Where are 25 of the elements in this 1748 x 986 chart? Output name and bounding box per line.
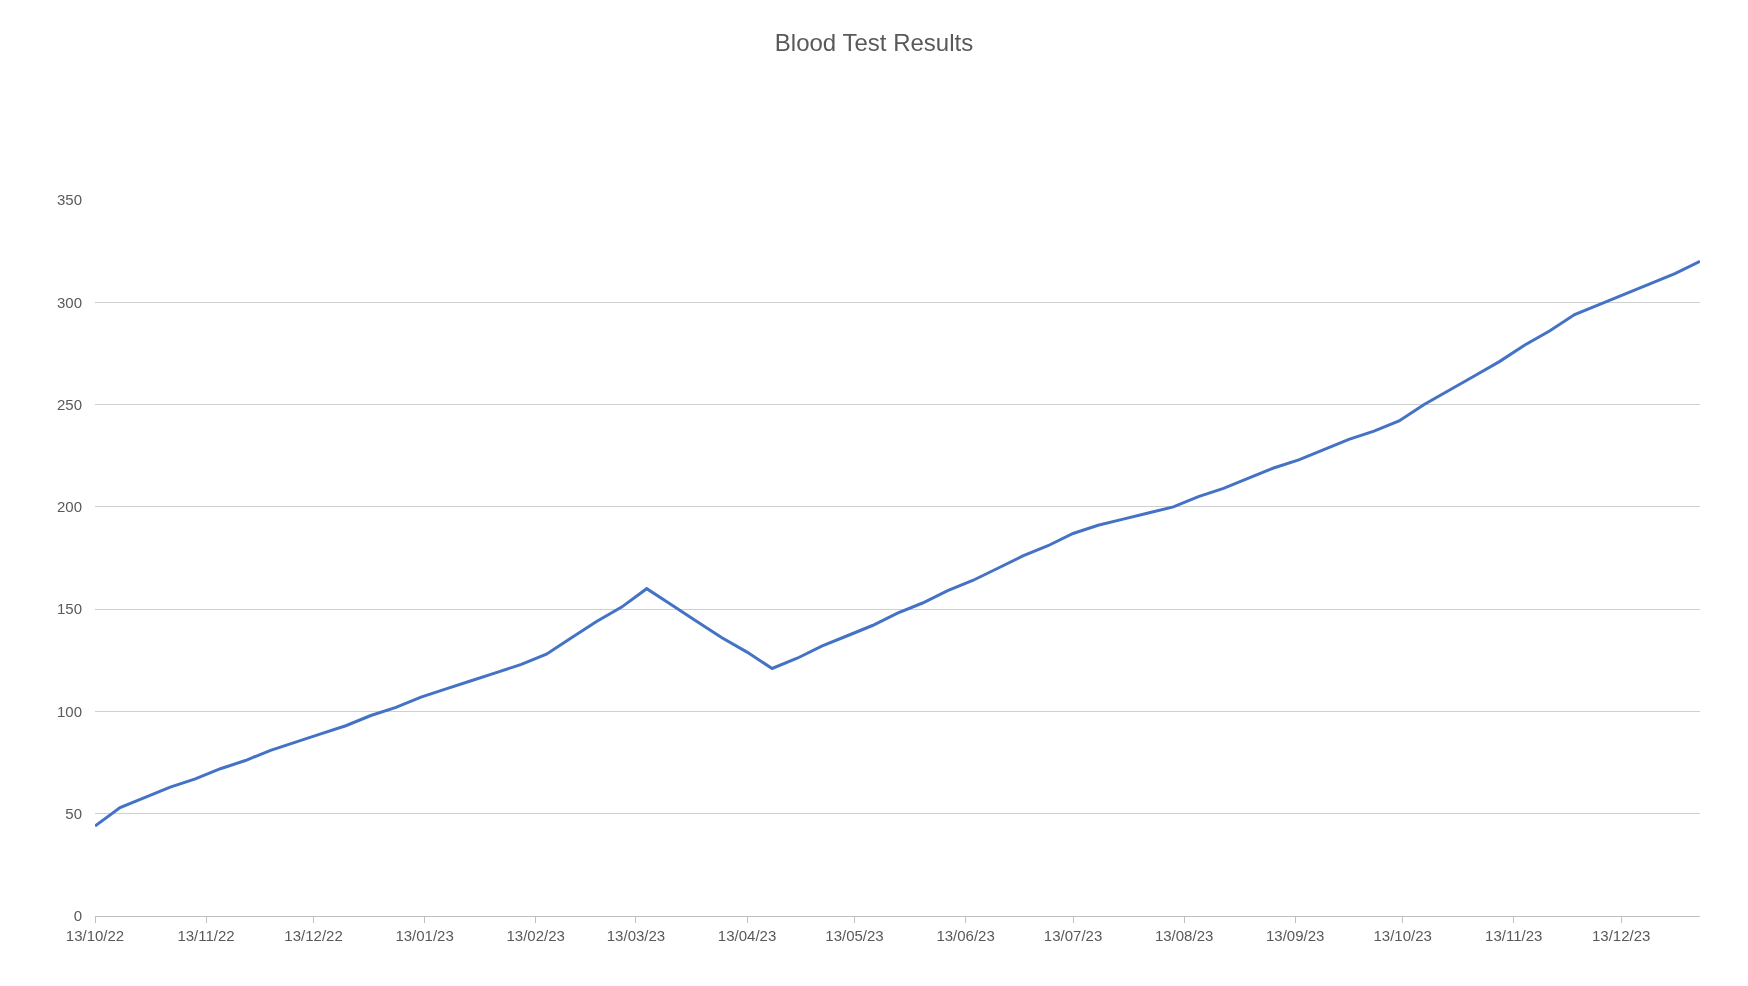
x-tick-label: 13/10/23: [1373, 927, 1432, 944]
y-tick-label: 150: [56, 600, 82, 618]
x-tick-label: 13/12/22: [284, 927, 343, 944]
x-tick-label: 13/01/23: [395, 927, 454, 944]
y-tick-label: 300: [56, 293, 82, 311]
x-tick-label: 13/05/23: [825, 927, 884, 944]
y-tick-label: 250: [56, 395, 82, 413]
x-tick-label: 13/07/23: [1043, 927, 1103, 944]
x-tick-label: 13/08/23: [1154, 927, 1214, 944]
y-tick-label: 100: [56, 702, 82, 720]
line-series: [95, 259, 1700, 828]
y-tick-label: 50: [65, 804, 82, 822]
x-tick-label: 13/02/23: [506, 927, 565, 944]
x-tick-label: 13/11/23: [1485, 927, 1543, 944]
x-tick-label: 13/10/22: [65, 927, 125, 944]
x-tick-label: 13/12/23: [1591, 927, 1651, 944]
chart-title: Blood Test Results: [774, 29, 974, 57]
x-tick-label: 13/11/22: [177, 927, 235, 944]
y-tick-label: 200: [56, 498, 82, 516]
x-tick-label: 13/04/23: [717, 927, 777, 944]
y-tick-label: 0: [73, 907, 82, 925]
x-tick-label: 13/09/23: [1265, 927, 1325, 944]
x-tick-label: 13/03/23: [606, 927, 666, 944]
x-tick-label: 13/06/23: [936, 927, 995, 944]
y-tick-label: 350: [56, 191, 82, 209]
